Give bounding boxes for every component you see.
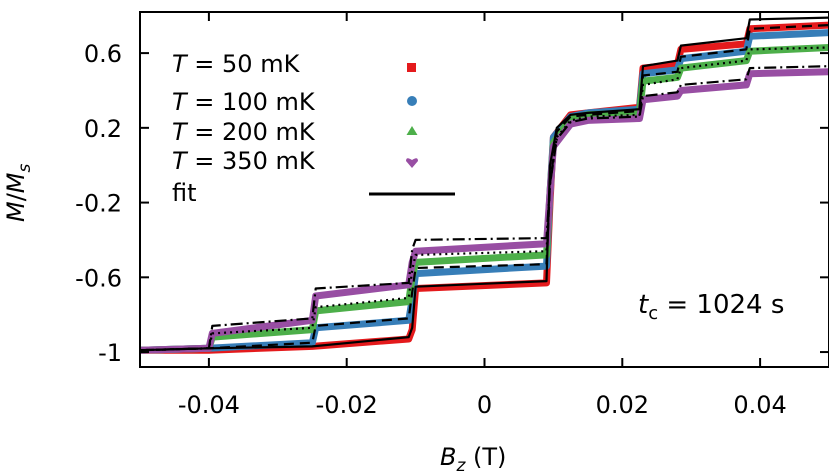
series-layer	[140, 16, 829, 354]
fit-line-dashdot	[140, 65, 829, 352]
legend: T = 50 mK T = 100 mK T = 200 mK T = 350 …	[172, 50, 455, 207]
y-axis-title: M/Ms	[2, 163, 35, 222]
x-tick-label: -0.04	[178, 391, 240, 419]
x-axis: -0.04 -0.02 0 0.02 0.04	[178, 12, 787, 419]
x-tick-label: -0.02	[316, 391, 378, 419]
legend-marker-heart	[406, 158, 418, 168]
legend-marker-square	[407, 63, 416, 72]
fit-line-solid	[140, 16, 829, 352]
legend-label-200mk: T = 200 mK	[172, 118, 316, 146]
legend-label-50mk: T = 50 mK	[172, 50, 301, 78]
legend-label-350mk: T = 350 mK	[172, 147, 316, 175]
fit-line-dashed	[140, 24, 829, 352]
legend-marker-circle	[407, 96, 417, 106]
y-tick-label: 0.6	[84, 40, 122, 68]
x-tick-label: 0.02	[596, 391, 649, 419]
tc-annotation: tc = 1024 s	[638, 290, 784, 324]
y-tick-label: -0.6	[75, 264, 122, 292]
y-tick-label: -1	[98, 339, 122, 367]
legend-label-100mk: T = 100 mK	[172, 88, 316, 116]
x-tick-label: 0	[477, 391, 492, 419]
legend-label-fit: fit	[172, 179, 197, 207]
y-tick-label: -0.2	[75, 190, 122, 218]
y-axis: 0.6 0.2 -0.2 -0.6 -1	[75, 40, 829, 367]
x-tick-label: 0.04	[733, 391, 786, 419]
x-axis-title: Bz (T)	[440, 443, 506, 474]
y-tick-label: 0.2	[84, 115, 122, 143]
legend-marker-triangle	[406, 126, 418, 135]
